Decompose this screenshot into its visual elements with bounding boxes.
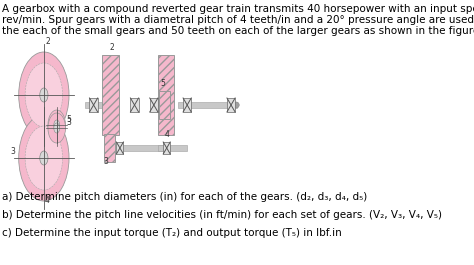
Circle shape <box>54 123 60 133</box>
Bar <box>102 55 119 135</box>
Text: 3: 3 <box>10 147 15 156</box>
Bar <box>178 102 237 108</box>
Text: 3: 3 <box>103 157 109 166</box>
Bar <box>183 98 191 112</box>
Bar <box>85 102 102 108</box>
Text: the each of the small gears and 50 teeth on each of the larger gears as shown in: the each of the small gears and 50 teeth… <box>2 26 474 36</box>
Bar <box>130 98 138 112</box>
Circle shape <box>54 120 60 130</box>
Circle shape <box>18 115 69 201</box>
Text: 2: 2 <box>109 43 114 52</box>
Bar <box>227 98 235 112</box>
Circle shape <box>40 151 48 165</box>
Text: c) Determine the input torque (T₂) and output torque (T₅) in lbf.in: c) Determine the input torque (T₂) and o… <box>2 228 342 238</box>
Bar <box>158 145 187 151</box>
Bar <box>150 98 158 112</box>
Text: 5: 5 <box>67 115 72 124</box>
Bar <box>90 98 98 112</box>
Text: rev/min. Spur gears with a diametral pitch of 4 teeth/in and a 20° pressure angl: rev/min. Spur gears with a diametral pit… <box>2 15 474 25</box>
Text: 4: 4 <box>45 196 50 205</box>
Circle shape <box>18 52 69 138</box>
Text: 2: 2 <box>46 37 50 46</box>
Circle shape <box>40 88 48 102</box>
Text: 4: 4 <box>165 130 170 139</box>
Circle shape <box>25 63 63 127</box>
Bar <box>158 55 174 135</box>
Circle shape <box>25 126 63 190</box>
Bar <box>103 134 115 162</box>
Bar <box>117 142 123 154</box>
Circle shape <box>48 113 65 143</box>
Text: 5: 5 <box>160 79 165 88</box>
Text: A gearbox with a compound reverted gear train transmits 40 horsepower with an in: A gearbox with a compound reverted gear … <box>2 4 474 14</box>
Circle shape <box>48 110 65 140</box>
Bar <box>163 142 170 154</box>
Bar <box>159 91 170 119</box>
Text: b) Determine the pitch line velocities (in ft/min) for each set of gears. (V₂, V: b) Determine the pitch line velocities (… <box>2 210 442 220</box>
Text: 3: 3 <box>67 118 72 127</box>
Bar <box>120 145 167 151</box>
Text: a) Determine pitch diameters (in) for each of the gears. (d₂, d₃, d₄, d₅): a) Determine pitch diameters (in) for ea… <box>2 192 368 202</box>
Ellipse shape <box>233 102 239 108</box>
